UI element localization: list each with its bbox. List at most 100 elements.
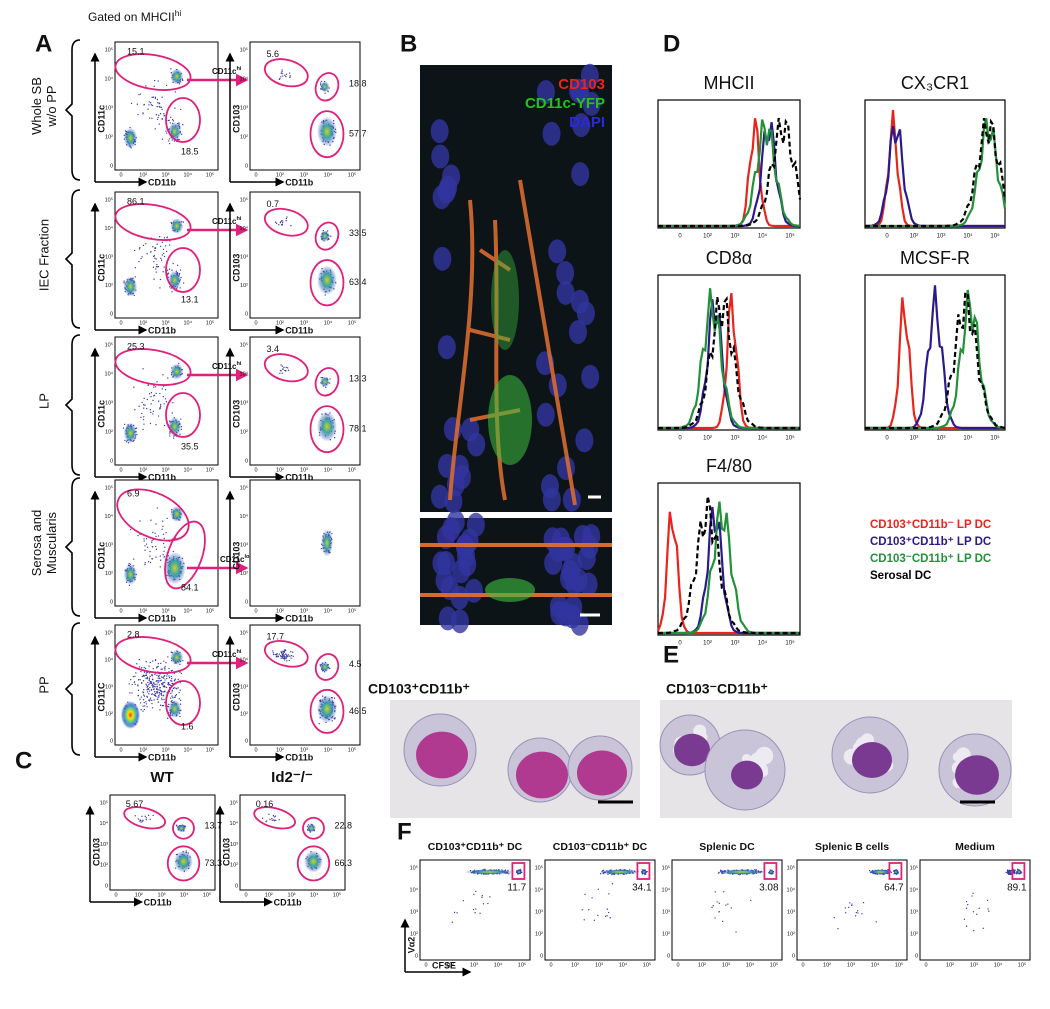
x-tick-label: 10³ xyxy=(300,467,308,473)
x-tick-label: 10⁴ xyxy=(494,961,503,968)
y-tick-label: 10³ xyxy=(105,254,113,260)
x-tick-label: 10⁴ xyxy=(184,607,193,614)
gate-percent: 13.1 xyxy=(181,294,199,304)
plot-box xyxy=(114,479,219,607)
gate xyxy=(114,636,192,674)
x-tick-label: 0 xyxy=(254,608,257,614)
density-blob xyxy=(320,230,330,242)
y-tick-label: 10⁴ xyxy=(240,513,249,520)
y-tick-label: 10⁵ xyxy=(910,864,918,871)
nucleus xyxy=(544,550,563,575)
histogram-curve xyxy=(865,118,1007,228)
y-tick-label: 10² xyxy=(230,863,238,869)
density-blob xyxy=(306,824,316,833)
density-blob xyxy=(716,869,767,875)
nucleus xyxy=(582,91,601,116)
y-tick-label: 10³ xyxy=(240,542,248,548)
density-blob xyxy=(868,869,893,875)
gate-name-sup: hi xyxy=(236,67,241,73)
y-tick-label: 10² xyxy=(535,931,543,937)
nucleus xyxy=(562,487,581,512)
plot-box xyxy=(919,859,1031,961)
y-axis-label: CD103 xyxy=(231,542,241,570)
histogram-curve xyxy=(865,289,1006,430)
gate xyxy=(309,110,345,159)
x-tick-label: 10³ xyxy=(158,892,166,898)
x-tick-label: 10³ xyxy=(162,608,170,614)
density-blob xyxy=(600,869,640,875)
y-tick-label: 10⁴ xyxy=(910,886,919,893)
gate-percent: 13.7 xyxy=(205,821,223,831)
gate-percent: 33.5 xyxy=(349,228,367,238)
gating-header: Gated on MHCIIhi xyxy=(88,8,181,24)
nucleus xyxy=(430,119,449,144)
x-tick-label: 10³ xyxy=(288,892,296,898)
nucleus xyxy=(549,594,568,619)
x-tick-label: 10² xyxy=(703,234,712,240)
y-tick-label: 0 xyxy=(105,883,108,889)
plot-title: Medium xyxy=(955,841,995,853)
x-tick-label: 0 xyxy=(119,747,122,753)
x-axis-label: CD11b xyxy=(148,613,177,623)
nucleus xyxy=(461,417,480,442)
y-tick-label: 10⁵ xyxy=(240,484,248,491)
gate xyxy=(253,806,296,830)
nucleus xyxy=(432,185,451,210)
y-tick-label: 10⁵ xyxy=(230,799,238,806)
histogram-title: MCSF-R xyxy=(900,248,970,268)
yfp-cell xyxy=(488,375,532,465)
histogram-curve xyxy=(658,496,800,635)
x-tick-label: 10⁴ xyxy=(871,961,880,968)
gate xyxy=(302,816,325,840)
histogram-curve xyxy=(658,295,800,430)
histogram-title: CD8α xyxy=(706,248,752,268)
gate-name: CD11clo xyxy=(220,555,250,564)
density-blob xyxy=(163,551,186,585)
gate xyxy=(314,72,340,102)
plot-box xyxy=(114,336,219,466)
y-tick-label: 10⁴ xyxy=(105,370,114,377)
y-tick-label: 10³ xyxy=(240,684,248,690)
nucleus xyxy=(437,335,456,360)
density-blob xyxy=(320,81,330,93)
row-bracket xyxy=(64,334,81,476)
plot-box xyxy=(544,859,656,961)
nucleus xyxy=(564,595,583,620)
gate-percent: 66.3 xyxy=(335,858,353,868)
density-blob xyxy=(170,363,184,380)
plot-title: Splenic B cells xyxy=(815,841,889,853)
row-label: Serosa and xyxy=(29,510,44,577)
y-tick-label: 0 xyxy=(235,883,238,889)
x-tick-label: 10³ xyxy=(162,320,170,326)
y-axis-label: CD103 xyxy=(231,105,241,133)
x-tick-label: 10³ xyxy=(937,234,946,240)
x-tick-label: 0 xyxy=(678,436,682,442)
density-blob xyxy=(123,422,138,444)
gate xyxy=(114,53,192,91)
x-tick-label: 10⁴ xyxy=(963,435,973,442)
gate xyxy=(114,348,192,386)
x-tick-label: 10⁵ xyxy=(203,891,211,898)
density-blob xyxy=(1016,870,1022,874)
stain-label: CD11c-YFP xyxy=(525,95,605,112)
gate-percent: 1.6 xyxy=(181,721,194,731)
y-axis-label: CD11c xyxy=(96,542,106,570)
gate xyxy=(309,405,345,454)
gate-name: CD11chi xyxy=(212,650,242,659)
y-axis-label: CD103 xyxy=(221,838,231,866)
gate-name: CD11chi xyxy=(212,362,242,371)
nucleus xyxy=(452,465,471,490)
gate xyxy=(123,806,166,830)
y-tick-label: 10⁴ xyxy=(105,513,114,520)
x-tick-label: 0 xyxy=(885,436,889,442)
x-tick-label: 10² xyxy=(276,320,284,326)
x-tick-label: 10² xyxy=(910,436,919,442)
row-label: Whole SB xyxy=(29,77,44,135)
x-tick-label: 10⁴ xyxy=(758,233,768,240)
x-axis-label: CD11b xyxy=(274,897,303,907)
x-tick-label: 10² xyxy=(139,608,147,614)
y-tick-label: 10² xyxy=(410,931,418,937)
gate-percent: 5.67 xyxy=(126,799,144,809)
x-tick-label: 10² xyxy=(276,467,284,473)
density-blob xyxy=(317,265,337,295)
